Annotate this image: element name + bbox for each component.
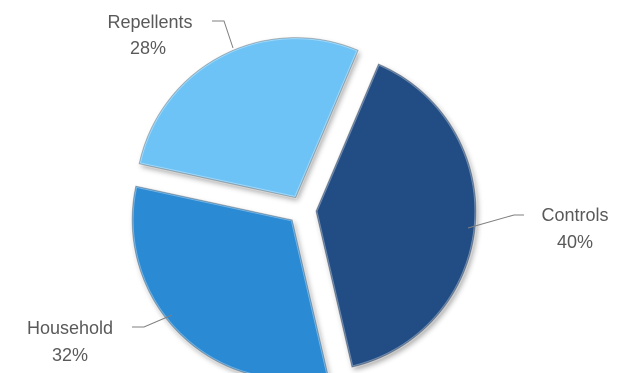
pie-slice-repellents: [139, 37, 359, 198]
pie-slice-household-highlight: [130, 184, 330, 373]
data-labels: Repellents 28% Controls 40% Household 32…: [27, 12, 609, 365]
leader-lines: [132, 20, 524, 328]
pie-slice-controls-highlight: [314, 61, 478, 369]
slice-value-controls: 40%: [557, 232, 593, 252]
slice-label-controls: Controls: [541, 205, 608, 225]
pie-slice-repellents-highlight: [137, 36, 361, 200]
pie-slice-household-edge: [131, 185, 329, 373]
pie-slice-repellents-edge: [138, 37, 359, 199]
pie-slice-controls-edge: [315, 63, 477, 368]
slice-value-household: 32%: [52, 345, 88, 365]
leader-line-repellents: [212, 20, 234, 49]
slice-label-household: Household: [27, 318, 113, 338]
pie-slice-controls: [315, 63, 476, 368]
pie-slice-household: [132, 186, 328, 373]
leader-line-controls: [467, 214, 524, 229]
slice-value-repellents: 28%: [130, 38, 166, 58]
leader-line-household: [132, 314, 173, 328]
slice-label-repellents: Repellents: [107, 12, 192, 32]
pie-slices: [130, 36, 478, 373]
